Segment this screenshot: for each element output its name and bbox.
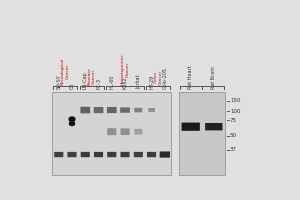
- Text: 37: 37: [230, 147, 237, 152]
- FancyBboxPatch shape: [94, 152, 103, 157]
- FancyBboxPatch shape: [134, 108, 142, 112]
- FancyBboxPatch shape: [134, 129, 142, 135]
- Text: K562: K562: [122, 77, 128, 89]
- Text: Colon
Cancer: Colon Cancer: [154, 70, 163, 85]
- FancyBboxPatch shape: [147, 152, 156, 157]
- FancyBboxPatch shape: [160, 151, 170, 158]
- Text: HL-60: HL-60: [109, 75, 114, 89]
- FancyBboxPatch shape: [81, 152, 90, 157]
- FancyBboxPatch shape: [107, 128, 116, 135]
- Bar: [179, 92, 225, 175]
- FancyBboxPatch shape: [80, 107, 90, 113]
- Text: SH-SY: SH-SY: [56, 75, 61, 89]
- Text: LN-Cap: LN-Cap: [83, 72, 88, 89]
- Text: 50: 50: [230, 133, 237, 138]
- Bar: [52, 92, 172, 175]
- Text: HT-29: HT-29: [149, 75, 154, 89]
- Text: Neurological
Cancer: Neurological Cancer: [61, 58, 70, 85]
- FancyBboxPatch shape: [121, 152, 130, 157]
- FancyBboxPatch shape: [107, 107, 117, 113]
- Text: Hematopoietic
Cancer: Hematopoietic Cancer: [121, 53, 129, 85]
- Text: 75: 75: [230, 118, 237, 123]
- FancyBboxPatch shape: [68, 152, 76, 157]
- Text: Rat Brain: Rat Brain: [211, 67, 216, 89]
- Text: Colo-205: Colo-205: [162, 67, 167, 89]
- Text: 150: 150: [230, 98, 241, 104]
- FancyBboxPatch shape: [107, 152, 116, 157]
- FancyBboxPatch shape: [134, 152, 143, 157]
- Text: Jurkat: Jurkat: [136, 75, 141, 89]
- Ellipse shape: [69, 121, 75, 126]
- FancyBboxPatch shape: [205, 123, 223, 130]
- Text: 100: 100: [230, 109, 241, 114]
- FancyBboxPatch shape: [54, 152, 63, 157]
- Text: C6: C6: [70, 83, 74, 89]
- Text: PC-3: PC-3: [96, 78, 101, 89]
- Ellipse shape: [68, 116, 76, 122]
- FancyBboxPatch shape: [121, 128, 130, 135]
- FancyBboxPatch shape: [120, 107, 130, 113]
- Text: Rat Heart: Rat Heart: [188, 66, 193, 89]
- FancyBboxPatch shape: [182, 123, 200, 131]
- Text: Prostate
Cancer: Prostate Cancer: [88, 67, 96, 85]
- FancyBboxPatch shape: [148, 108, 155, 112]
- FancyBboxPatch shape: [94, 107, 103, 113]
